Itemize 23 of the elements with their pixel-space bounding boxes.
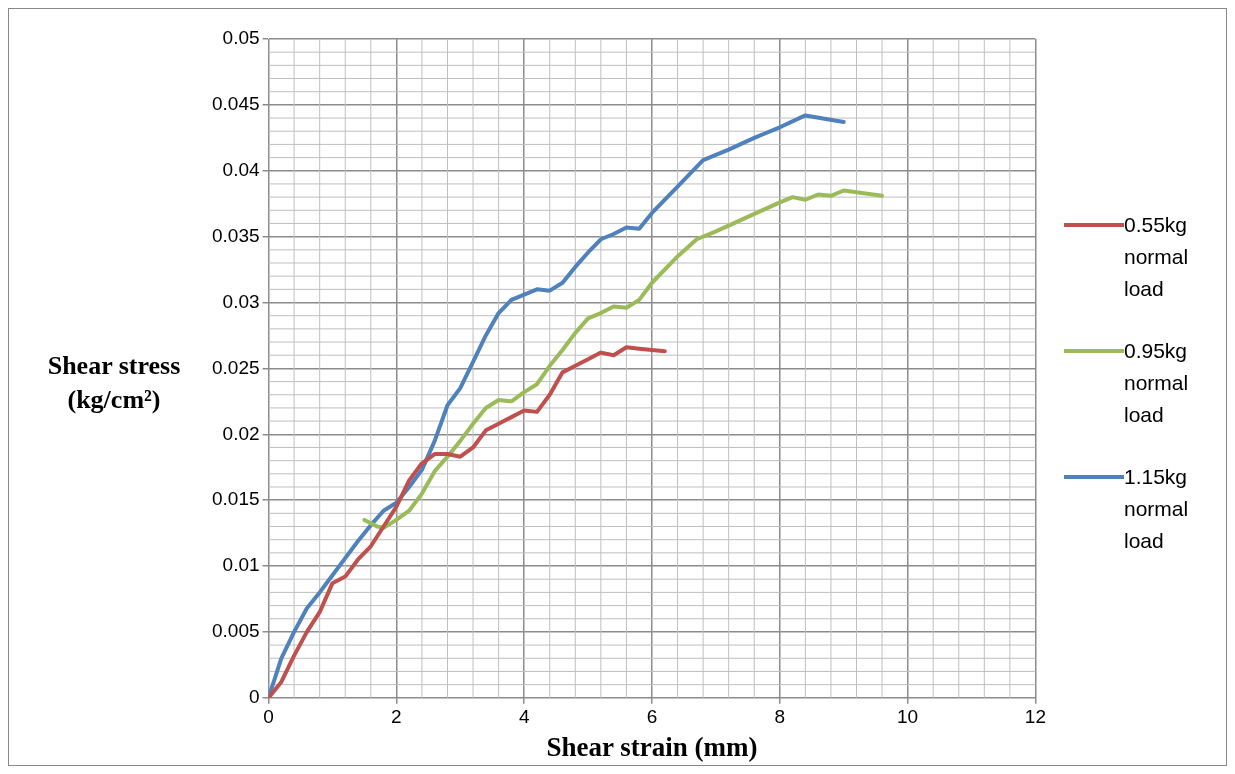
x-tick-label: 4 <box>518 706 530 728</box>
x-axis-title: Shear strain (mm) <box>546 731 758 762</box>
y-tick-label: 0 <box>248 686 260 708</box>
y-tick-label: 0.04 <box>222 158 260 180</box>
y-tick-label: 0.01 <box>222 554 260 576</box>
x-tick-label: 8 <box>774 706 786 728</box>
y-tick-label: 0.035 <box>212 224 260 246</box>
y-tick-label: 0.02 <box>222 422 260 444</box>
y-tick-label: 0.03 <box>222 290 260 312</box>
x-tick-label: 12 <box>1024 706 1046 728</box>
y-tick-label: 0.005 <box>212 620 260 642</box>
y-tick-label: 0.05 <box>222 27 260 49</box>
x-tick-label: 6 <box>646 706 658 728</box>
y-tick-label: 0.015 <box>212 488 260 510</box>
y-tick-label: 0.025 <box>212 356 260 378</box>
x-tick-label: 2 <box>391 706 402 728</box>
x-tick-label: 10 <box>897 706 919 728</box>
legend-label: 1.15kg normal load <box>1124 464 1190 554</box>
legend-label: 0.95kg normal load <box>1124 338 1190 428</box>
y-axis-title: Shear stress (kg/cm²) <box>47 351 181 414</box>
x-tick-label: 0 <box>263 706 274 728</box>
legend-label: 0.55kg normal load <box>1124 212 1190 302</box>
y-tick-label: 0.045 <box>212 93 260 115</box>
